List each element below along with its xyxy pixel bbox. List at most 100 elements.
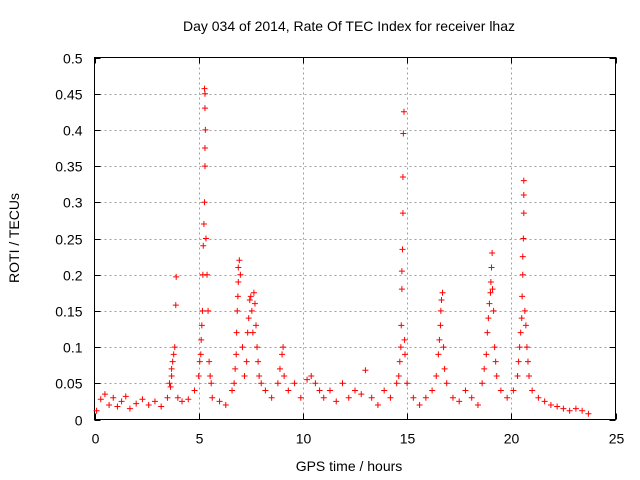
data-point [198,322,205,329]
data-point [255,358,262,365]
data-point [279,351,286,358]
data-point [201,199,208,206]
data-point [246,297,253,304]
data-point [547,402,554,409]
y-tick-label: 0.05 [55,376,82,392]
data-point [106,402,113,409]
x-tick-label: 0 [92,431,100,447]
grid-lines [94,57,616,420]
data-point [345,394,352,401]
data-point [236,257,243,264]
data-point [333,398,340,405]
data-point [297,394,304,401]
data-point [168,365,175,372]
data-point [520,192,527,199]
data-point [437,322,444,329]
data-point [485,315,492,322]
y-tick-label: 0 [75,413,83,429]
data-point [229,387,236,394]
data-point [439,289,446,296]
data-point [164,394,171,401]
data-point [493,373,500,380]
data-point [201,90,208,97]
data-point [483,351,490,358]
data-point [433,373,440,380]
data-point [399,210,406,217]
data-point [118,398,125,405]
data-point [488,264,495,271]
data-point [339,380,346,387]
data-point [276,365,283,372]
data-point [204,271,211,278]
data-point [566,407,573,414]
data-point [492,358,499,365]
data-point [401,336,408,343]
data-point [312,380,319,387]
data-point [248,307,255,314]
data-point [399,173,406,180]
data-point [201,145,208,151]
x-axis-title: GPS time / hours [296,458,403,474]
data-point [358,391,365,398]
data-point [490,307,497,314]
data-point [416,402,423,409]
y-tick-label: 0.4 [63,123,83,139]
data-point [362,367,369,374]
data-point [438,297,445,304]
data-point [399,246,406,253]
data-point [522,322,529,329]
data-point [518,315,525,322]
data-point [268,394,275,401]
data-point [436,336,443,343]
data-point [232,365,239,372]
data-point [397,344,404,351]
data-point [101,391,108,398]
data-point [400,108,407,115]
data-point [158,403,165,410]
chart-title: Day 034 of 2014, Rate Of TEC Index for r… [183,18,515,34]
data-point [168,373,175,380]
data-point [519,293,526,300]
data-point [205,307,212,314]
data-point [487,278,494,285]
data-point [133,400,140,407]
data-point [200,221,207,228]
data-point [526,373,533,380]
data-point [222,402,229,409]
data-point [110,394,117,401]
data-point [479,380,486,387]
data-point [151,398,158,405]
data-point [139,396,146,403]
data-point [519,271,526,278]
data-point [395,373,402,380]
data-point [172,302,179,309]
data-point [368,394,375,401]
data-point [441,365,448,372]
data-point [126,405,133,412]
data-point [97,396,104,403]
data-point [429,387,436,394]
data-point [393,380,400,387]
data-point [404,380,411,387]
data-point [443,380,450,387]
y-tick-label: 0.35 [55,159,82,175]
data-point [197,351,204,358]
y-tick-label: 0.5 [63,51,83,67]
data-point [208,380,215,387]
data-point [291,380,298,387]
x-tick-label: 20 [504,431,520,447]
data-point [251,300,258,307]
data-point [241,373,248,380]
data-point [529,387,536,394]
data-point [398,286,405,293]
y-axis-title: ROTI / TECUs [6,193,22,283]
data-point [481,365,488,372]
data-point [400,130,407,137]
data-point [396,358,403,365]
data-point [145,402,152,409]
data-point [239,344,246,351]
data-point [198,336,205,343]
data-point [489,249,496,256]
data-point [202,126,209,133]
data-point [209,394,216,401]
